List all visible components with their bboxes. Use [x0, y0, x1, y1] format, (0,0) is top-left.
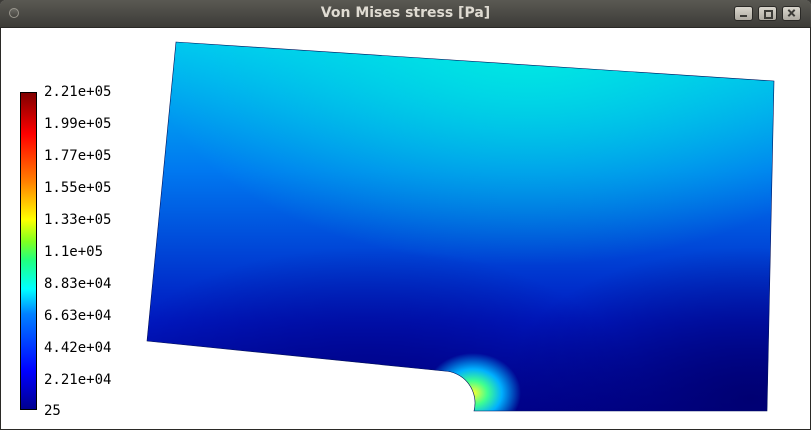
colorbar-label: 1.55e+05 — [44, 180, 112, 196]
colorbar-label: 1.1e+05 — [44, 244, 104, 260]
colorbar-label: 2.21e+04 — [44, 372, 112, 388]
colorbar-label: 1.77e+05 — [44, 148, 112, 164]
close-button[interactable] — [782, 6, 801, 21]
domain-outline — [146, 41, 775, 412]
colorbar-label: 8.83e+04 — [44, 276, 112, 292]
window-menu-icon[interactable] — [9, 8, 19, 18]
colorbar-label: 4.42e+04 — [44, 340, 112, 356]
minimize-button[interactable] — [734, 6, 753, 21]
stress-contours — [147, 42, 774, 411]
colorbar-label: 2.21e+05 — [44, 84, 112, 100]
colorbar — [20, 92, 37, 410]
maximize-button[interactable] — [758, 6, 777, 21]
stress-field — [146, 41, 775, 412]
colorbar-label: 1.99e+05 — [44, 116, 112, 132]
title-bar[interactable]: Von Mises stress [Pa] — [0, 0, 811, 28]
colorbar-label: 25 — [44, 403, 61, 419]
colorbar-label: 6.63e+04 — [44, 308, 112, 324]
plot-canvas[interactable] — [3, 28, 808, 427]
window-title: Von Mises stress [Pa] — [320, 5, 491, 21]
colorbar-label: 1.33e+05 — [44, 212, 112, 228]
